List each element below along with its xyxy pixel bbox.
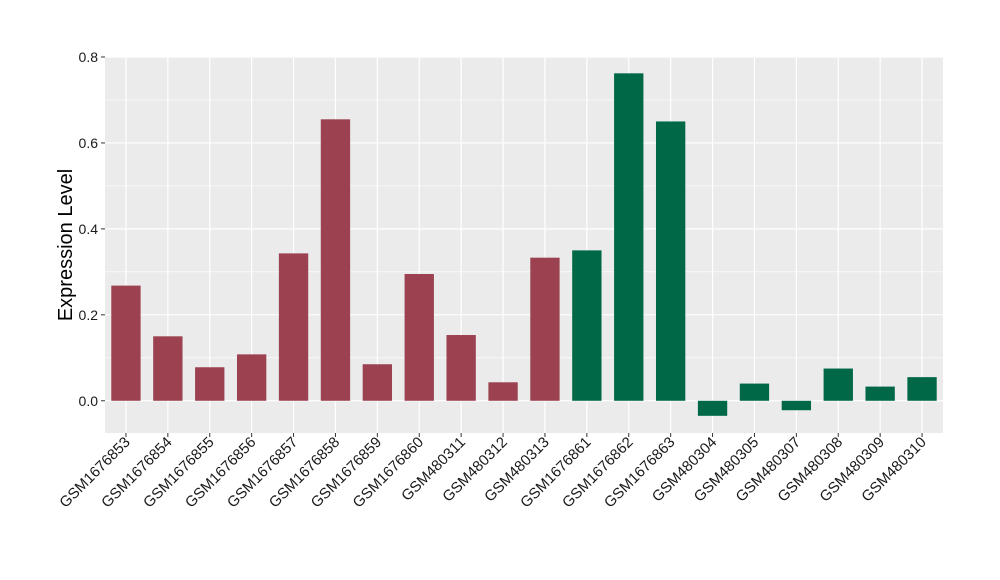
bar (446, 335, 476, 401)
x-tick-label: GSM1676853 (56, 434, 133, 511)
bar (404, 274, 434, 401)
bar (781, 400, 812, 411)
y-tick-label: 0.0 (79, 393, 99, 409)
bar (865, 386, 895, 401)
x-axis: GSM1676853GSM1676854GSM1676855GSM1676856… (56, 433, 930, 511)
minor-gridlines (105, 99, 943, 359)
bar (320, 119, 351, 401)
bar (111, 285, 141, 401)
bar (739, 383, 770, 401)
bar (530, 257, 560, 401)
y-axis-title: Expression Level (55, 169, 77, 321)
y-axis: 0.0 0.2 0.4 0.6 0.8 (79, 49, 105, 409)
bar (572, 250, 602, 401)
bar (614, 73, 644, 401)
bar (236, 354, 267, 401)
bar (655, 121, 686, 401)
bars (111, 73, 937, 416)
y-tick-label: 0.2 (79, 307, 99, 323)
bar (153, 336, 183, 401)
bar (488, 382, 518, 401)
bar (823, 368, 853, 401)
bar (278, 253, 309, 401)
bar (195, 367, 225, 401)
bar (907, 377, 937, 401)
y-tick-label: 0.6 (79, 135, 99, 151)
plot-panel (105, 57, 943, 433)
bar (362, 364, 393, 401)
y-tick-label: 0.8 (79, 49, 99, 65)
bar (697, 400, 728, 416)
y-tick-label: 0.4 (79, 221, 99, 237)
